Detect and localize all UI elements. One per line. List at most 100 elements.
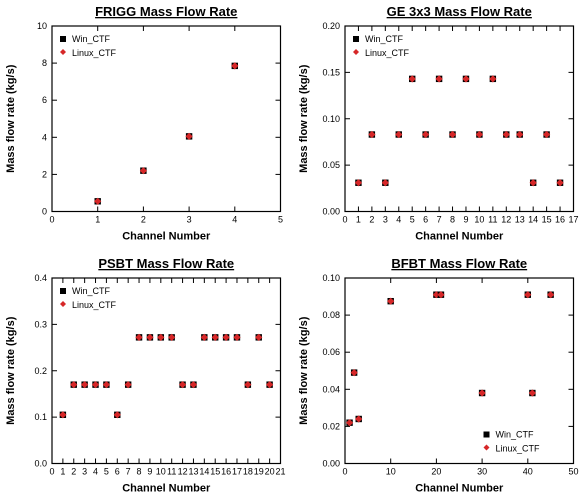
x-tick-label: 2 — [141, 215, 146, 225]
x-tick-label: 15 — [541, 215, 551, 225]
y-tick-label: 0.06 — [322, 347, 340, 357]
y-tick-label: 8 — [42, 58, 47, 68]
y-axis-label: Mass flow rate (kg/s) — [5, 64, 17, 173]
y-tick-label: 0.05 — [322, 160, 340, 170]
y-tick-label: 0.0 — [34, 458, 47, 468]
svg-ge3x3: GE 3x3 Mass Flow Rate0123456789101112131… — [293, 0, 585, 252]
x-tick-label: 4 — [93, 466, 98, 476]
y-tick-label: 0.00 — [322, 207, 340, 217]
panel-frigg: FRIGG Mass Flow Rate 0 1 2 3 4 5 0 2 4 6 8 10 Channel… — [0, 0, 293, 252]
panel-psbt: PSBT Mass Flow Rate012345678910111213141… — [0, 252, 293, 503]
x-tick-label: 40 — [522, 466, 532, 476]
y-tick-label: 0.00 — [322, 458, 340, 468]
x-tick-label: 5 — [409, 215, 414, 225]
chart-grid: FRIGG Mass Flow Rate0123450246810Channel… — [0, 0, 585, 503]
x-tick-label: 19 — [254, 466, 264, 476]
x-tick-label: 21 — [275, 466, 285, 476]
y-tick-label: 0.10 — [322, 114, 340, 124]
x-tick-label: 11 — [167, 466, 176, 476]
chart-title: PSBT Mass Flow Rate — [98, 256, 234, 271]
x-tick-label: 7 — [126, 466, 131, 476]
x-tick-label: 16 — [555, 215, 565, 225]
svg-frigg: FRIGG Mass Flow Rate 0 1 2 3 4 5 0 2 4 6 8 10 Channel… — [0, 0, 293, 252]
x-axis-label: Channel Number — [415, 231, 504, 243]
y-tick-label: 0.3 — [34, 319, 47, 329]
chart-title: GE 3x3 Mass Flow Rate — [386, 4, 531, 19]
y-tick-label: 0.4 — [34, 273, 47, 283]
y-tick-label: 4 — [42, 132, 47, 142]
x-tick-label: 5 — [278, 215, 283, 225]
y-tick-label: 2 — [42, 169, 47, 179]
legend-linux-label: Linux_CTF — [72, 48, 117, 58]
chart-title: FRIGG Mass Flow Rate — [95, 4, 237, 19]
x-tick-label: 0 — [342, 466, 347, 476]
y-tick-label: 0.1 — [34, 412, 47, 422]
x-tick-label: 12 — [501, 215, 511, 225]
y-axis-label: Mass flow rate (kg/s) — [298, 64, 310, 173]
panel-bfbt: BFBT Mass Flow Rate010203040500.000.020.… — [293, 252, 585, 503]
x-tick-label: 2 — [71, 466, 76, 476]
y-tick-label: 0.04 — [322, 384, 340, 394]
x-tick-label: 20 — [265, 466, 275, 476]
x-tick-label: 3 — [187, 215, 192, 225]
x-tick-label: 0 — [49, 215, 54, 225]
x-tick-label: 18 — [243, 466, 253, 476]
x-tick-label: 5 — [104, 466, 109, 476]
y-tick-label: 0.2 — [34, 365, 47, 375]
legend-linux-label: Linux_CTF — [72, 300, 117, 310]
y-axis-label: Mass flow rate (kg/s) — [5, 316, 17, 425]
x-tick-label: 8 — [137, 466, 142, 476]
x-tick-label: 4 — [232, 215, 237, 225]
x-tick-label: 15 — [210, 466, 220, 476]
x-tick-label: 0 — [342, 215, 347, 225]
svg-bfbt: BFBT Mass Flow Rate010203040500.000.020.… — [293, 252, 585, 503]
legend-win-label: Win_CTF — [495, 429, 534, 439]
x-tick-label: 50 — [568, 466, 578, 476]
x-tick-label: 17 — [568, 215, 578, 225]
legend-linux-label: Linux_CTF — [365, 48, 410, 58]
y-tick-label: 10 — [37, 21, 47, 31]
x-tick-label: 8 — [450, 215, 455, 225]
x-tick-label: 13 — [514, 215, 524, 225]
y-axis-label: Mass flow rate (kg/s) — [298, 316, 310, 425]
x-axis-label: Channel Number — [122, 482, 211, 494]
x-tick-label: 10 — [474, 215, 484, 225]
x-tick-label: 10 — [156, 466, 166, 476]
x-tick-label: 6 — [423, 215, 428, 225]
x-tick-label: 1 — [60, 466, 65, 476]
x-tick-label: 9 — [147, 466, 152, 476]
x-tick-label: 20 — [431, 466, 441, 476]
y-tick-label: 0.15 — [322, 67, 340, 77]
x-tick-label: 16 — [221, 466, 231, 476]
x-axis-label: Channel Number — [415, 482, 504, 494]
x-tick-label: 9 — [463, 215, 468, 225]
x-tick-label: 0 — [49, 466, 54, 476]
y-tick-label: 6 — [42, 95, 47, 105]
x-tick-label: 3 — [82, 466, 87, 476]
x-tick-label: 2 — [369, 215, 374, 225]
x-tick-label: 13 — [188, 466, 198, 476]
y-tick-label: 0.08 — [322, 310, 340, 320]
x-tick-label: 17 — [232, 466, 242, 476]
chart-title: BFBT Mass Flow Rate — [391, 256, 527, 271]
x-axis-label: Channel Number — [122, 231, 211, 243]
x-tick-label: 7 — [436, 215, 441, 225]
y-tick-label: 0 — [42, 207, 47, 217]
x-tick-label: 3 — [382, 215, 387, 225]
legend-linux-label: Linux_CTF — [495, 443, 540, 453]
x-tick-label: 4 — [396, 215, 401, 225]
x-tick-label: 12 — [178, 466, 188, 476]
legend-win-label: Win_CTF — [365, 34, 404, 44]
x-tick-label: 14 — [199, 466, 209, 476]
panel-ge3x3: GE 3x3 Mass Flow Rate0123456789101112131… — [293, 0, 585, 252]
y-tick-label: 0.02 — [322, 421, 340, 431]
x-tick-label: 1 — [355, 215, 360, 225]
legend-win-label: Win_CTF — [72, 286, 111, 296]
x-tick-label: 14 — [528, 215, 538, 225]
svg-psbt: PSBT Mass Flow Rate012345678910111213141… — [0, 252, 293, 503]
x-tick-label: 6 — [115, 466, 120, 476]
legend-win-label: Win_CTF — [72, 34, 111, 44]
x-tick-label: 1 — [95, 215, 100, 225]
y-tick-label: 0.10 — [322, 273, 340, 283]
x-tick-label: 10 — [385, 466, 395, 476]
